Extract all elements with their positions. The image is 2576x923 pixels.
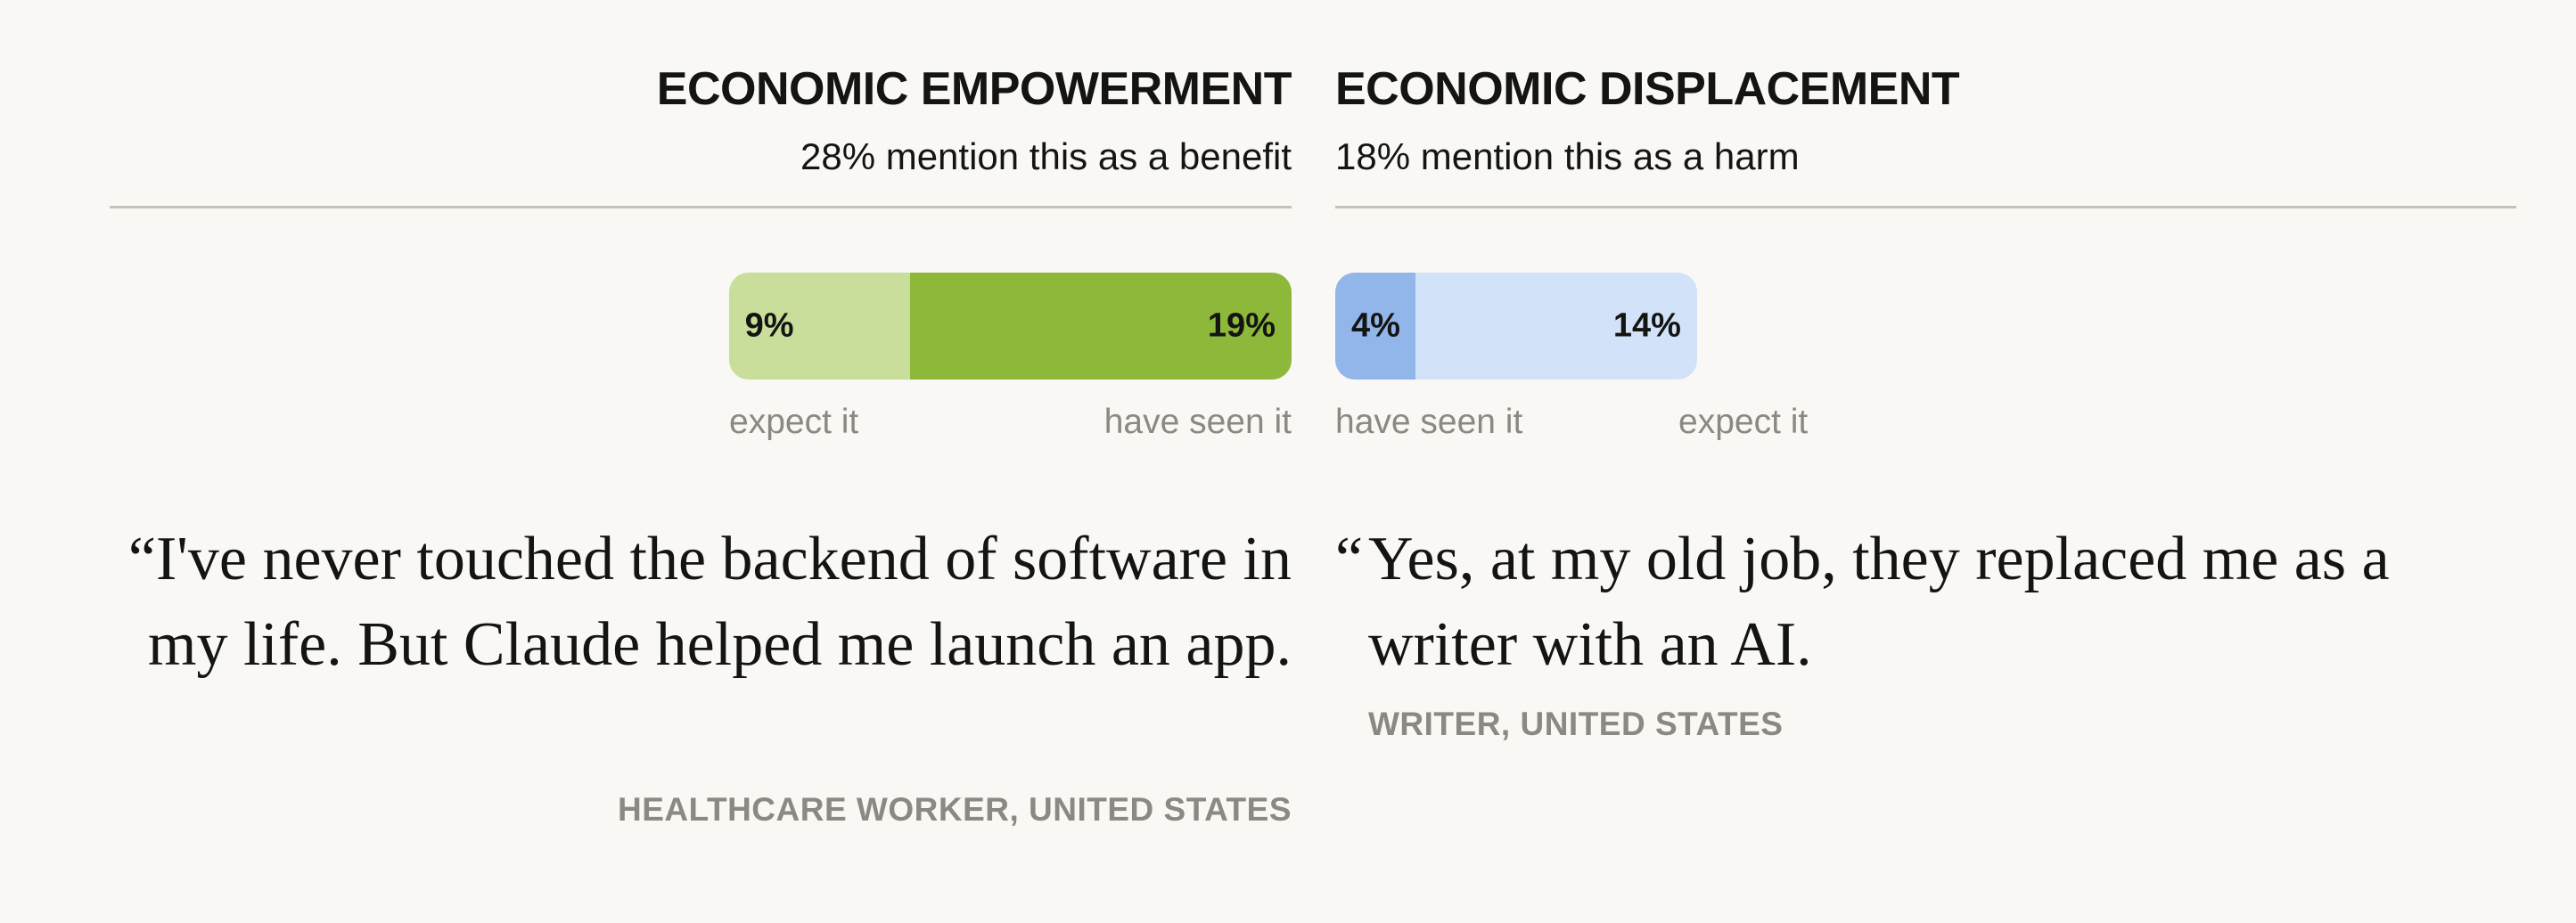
right-label-expect: expect it [1678,403,1809,441]
displacement-seen-segment: 4% [1335,273,1416,380]
left-title: ECONOMIC EMPOWERMENT [656,63,1292,115]
displacement-seen-value: 4% [1351,306,1400,345]
empowerment-seen-value: 19% [1207,306,1276,345]
empowerment-bar: 9% 19% [728,273,1292,380]
right-quote-mark: “ [1335,525,1364,593]
left-label-seen: have seen it [1103,403,1292,441]
displacement-expect-segment: 14% [1415,273,1697,380]
left-divider [110,206,1292,208]
right-attribution: WRITER, UNITED STATES [1368,706,1784,742]
right-divider [1335,206,2516,208]
right-subtitle: 18% mention this as a harm [1335,135,1800,177]
left-label-expect: expect it [729,403,859,441]
empowerment-expect-value: 9% [744,306,794,345]
left-attribution: HEALTHCARE WORKER, UNITED STATES [618,791,1292,828]
left-subtitle: 28% mention this as a benefit [800,135,1292,177]
empowerment-seen-segment: 19% [909,273,1292,380]
displacement-expect-value: 14% [1612,306,1681,345]
right-label-seen: have seen it [1335,403,1523,441]
displacement-bar: 4% 14% [1335,273,1697,380]
right-title: ECONOMIC DISPLACEMENT [1335,63,1960,115]
empowerment-expect-segment: 9% [728,273,910,380]
left-quote: “I've never touched the backend of softw… [127,525,1292,679]
right-quote: Yes, at my old job, they replaced me as … [1368,525,2390,679]
